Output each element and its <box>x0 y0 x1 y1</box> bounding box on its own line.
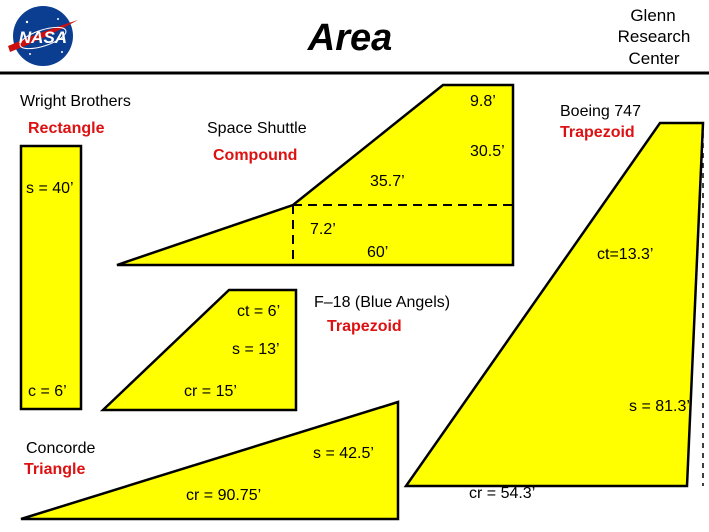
logo-star <box>25 20 29 24</box>
logo-star <box>29 53 31 55</box>
concorde-name: Concorde <box>26 440 95 457</box>
shuttle-span-label: 30.5’ <box>470 143 505 160</box>
f18-root-chord-label: cr = 15’ <box>184 383 237 400</box>
space-shuttle-wing: Space Shuttle Compound 9.8’ 30.5’ 35.7’ … <box>116 83 515 267</box>
boeing-span-label: s = 81.3’ <box>629 398 690 415</box>
wright-span-label: s = 40’ <box>26 180 74 197</box>
shuttle-tip-chord-label: 9.8’ <box>470 93 496 110</box>
concorde-span-label: s = 42.5’ <box>313 445 374 462</box>
boeing-root-chord-label: cr = 54.3’ <box>469 485 535 502</box>
boeing-747-wing: Boeing 747 Trapezoid ct=13.3’ s = 81.3’ … <box>403 103 705 502</box>
page-title: Area <box>307 17 393 59</box>
shuttle-strake-height-label: 7.2’ <box>310 221 336 238</box>
wright-rectangle-shape <box>19 144 83 411</box>
shuttle-shape-type: Compound <box>213 147 297 164</box>
boeing-name: Boeing 747 <box>560 103 641 120</box>
f18-trapezoid-shape <box>99 288 298 412</box>
f18-shape-type: Trapezoid <box>327 318 402 335</box>
shuttle-root-chord-label: 60’ <box>367 244 388 261</box>
wright-chord-label: c = 6’ <box>28 383 67 400</box>
boeing-trapezoid-shape <box>403 121 705 488</box>
concorde-triangle-shape <box>20 400 400 521</box>
org-line-2: Research <box>618 27 691 46</box>
org-line-3: Center <box>628 49 679 68</box>
concorde-root-chord-label: cr = 90.75’ <box>186 487 261 504</box>
shuttle-name: Space Shuttle <box>207 120 307 137</box>
logo-star <box>61 51 63 53</box>
concorde-shape-type: Triangle <box>24 461 85 478</box>
f18-span-label: s = 13’ <box>232 341 280 358</box>
concorde-wing: Concorde Triangle s = 42.5’ cr = 90.75’ <box>20 400 400 521</box>
shuttle-compound-shape <box>116 83 515 267</box>
logo-star <box>57 18 59 20</box>
org-name: Glenn Research Center <box>618 6 691 68</box>
wright-name: Wright Brothers <box>20 93 131 110</box>
org-line-1: Glenn <box>630 6 675 25</box>
f18-wing: F–18 (Blue Angels) Trapezoid ct = 6’ s =… <box>99 288 450 412</box>
boeing-tip-chord-label: ct=13.3’ <box>597 246 653 263</box>
logo-orbit <box>19 26 67 50</box>
wright-shape-type: Rectangle <box>28 120 105 137</box>
logo-text: NASA <box>19 28 67 47</box>
f18-tip-chord-label: ct = 6’ <box>237 303 280 320</box>
nasa-logo: NASA <box>8 6 78 66</box>
boeing-shape-type: Trapezoid <box>560 124 635 141</box>
shuttle-diagonal-label: 35.7’ <box>370 173 405 190</box>
f18-name: F–18 (Blue Angels) <box>314 294 450 311</box>
wright-brothers-wing: Wright Brothers Rectangle s = 40’ c = 6’ <box>19 93 131 411</box>
